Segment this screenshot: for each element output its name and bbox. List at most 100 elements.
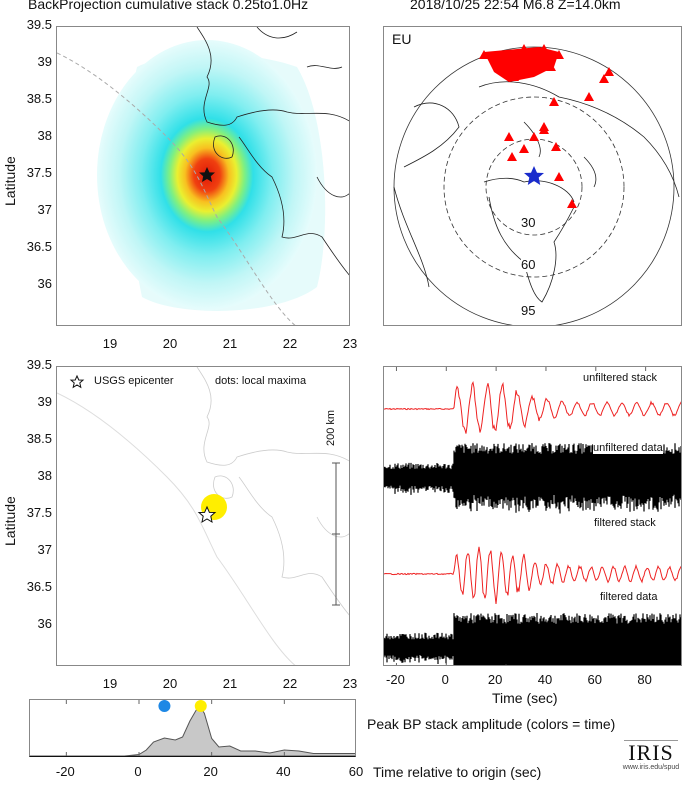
coastline bbox=[196, 27, 349, 276]
epicenter-star-icon bbox=[199, 167, 215, 182]
trace-label-filtered-data: filtered data bbox=[600, 591, 658, 603]
y-tick-label: 36 bbox=[37, 616, 52, 632]
usgs-epicenter-star-icon bbox=[197, 505, 217, 524]
y-tick-label: 37.5 bbox=[26, 505, 52, 521]
y-tick-label: 37.5 bbox=[26, 165, 52, 181]
y-tick-label: 36 bbox=[37, 276, 52, 292]
legend-epicenter-label: USGS epicenter bbox=[94, 375, 174, 387]
x-tick-label: 20 bbox=[162, 336, 178, 351]
station-triangle bbox=[519, 144, 529, 153]
y-tick-label: 37 bbox=[37, 542, 52, 558]
y-tick-label: 38.5 bbox=[26, 91, 52, 107]
stack-trace bbox=[384, 381, 681, 434]
continent-outlines bbox=[393, 81, 680, 303]
y-tick-label: 38 bbox=[37, 128, 52, 144]
stack-trace bbox=[384, 546, 681, 605]
maxima-map-panel: USGS epicenter dots: local maxima 200 km bbox=[56, 366, 350, 666]
y-tick-label: 39.5 bbox=[26, 17, 52, 32]
y-tick-label: 38.5 bbox=[26, 431, 52, 447]
station-triangle bbox=[519, 44, 529, 53]
station-triangle bbox=[509, 72, 519, 81]
x-tick-label: 40 bbox=[537, 672, 553, 687]
iris-logo-text: IRIS bbox=[628, 740, 674, 765]
x-tick-label: -20 bbox=[55, 764, 75, 779]
trace-label-unfiltered-stack: unfiltered stack bbox=[583, 372, 657, 384]
x-tick-label: 23 bbox=[342, 336, 358, 351]
trench-line bbox=[57, 52, 296, 325]
amplitude-title: Peak BP stack amplitude (colors = time) bbox=[367, 716, 616, 732]
waveform-xlabel: Time (sec) bbox=[492, 690, 558, 706]
y-tick-label: 39.5 bbox=[26, 357, 52, 372]
station-markers bbox=[479, 44, 614, 208]
x-tick-label: 60 bbox=[587, 672, 603, 687]
station-triangle bbox=[499, 52, 509, 61]
legend-dots-label: dots: local maxima bbox=[215, 375, 307, 387]
backprojection-title: BackProjection cumulative stack 0.25to1.… bbox=[28, 0, 309, 12]
amplitude-panel bbox=[29, 699, 356, 757]
ring-label-60: 60 bbox=[521, 257, 536, 272]
iris-logo-url: www.iris.edu/spud bbox=[622, 764, 680, 771]
logo-seismogram-line bbox=[624, 740, 678, 741]
data-traces bbox=[384, 443, 681, 514]
trench-line-light bbox=[57, 392, 296, 665]
y-tick-label: 36.5 bbox=[26, 239, 52, 255]
x-tick-label: 0 bbox=[134, 764, 142, 779]
heatmap-ylabel: Latitude bbox=[2, 156, 18, 206]
x-tick-label: 22 bbox=[282, 336, 298, 351]
trace-label-unfiltered-data: unfiltered data bbox=[593, 442, 663, 454]
y-tick-label: 37 bbox=[37, 202, 52, 218]
station-triangle bbox=[604, 67, 614, 76]
station-triangle bbox=[584, 92, 594, 101]
x-tick-label: 19 bbox=[102, 676, 118, 691]
station-triangle bbox=[507, 152, 517, 161]
station-triangle bbox=[554, 50, 564, 59]
amplitude-svg bbox=[30, 700, 355, 756]
x-tick-label: 19 bbox=[102, 336, 118, 351]
station-triangle bbox=[554, 172, 564, 181]
event-title: 2018/10/25 22:54 M6.8 Z=14.0km bbox=[410, 0, 621, 12]
station-map-panel: EU 30 60 95 bbox=[383, 26, 682, 326]
station-triangle bbox=[599, 74, 609, 83]
legend-star-icon bbox=[69, 374, 85, 389]
maxima-ylabel: Latitude bbox=[2, 496, 18, 546]
y-tick-label: 38 bbox=[37, 468, 52, 484]
x-tick-label: 22 bbox=[282, 676, 298, 691]
x-tick-label: 20 bbox=[203, 764, 218, 779]
station-map-svg bbox=[393, 44, 680, 325]
y-tick-label: 36.5 bbox=[26, 579, 52, 595]
x-tick-label: 20 bbox=[162, 676, 178, 691]
station-triangle bbox=[567, 199, 577, 208]
heatmap-svg bbox=[57, 27, 349, 325]
waveform-panel: unfiltered stack unfiltered data filtere… bbox=[383, 366, 682, 666]
x-tick-label: 60 bbox=[348, 764, 364, 779]
station-triangle bbox=[546, 62, 556, 71]
x-tick-label: 21 bbox=[222, 336, 238, 351]
station-triangle bbox=[549, 97, 559, 106]
ring-label-95: 95 bbox=[521, 303, 536, 318]
maxima-marker-dot bbox=[158, 700, 171, 712]
station-triangle bbox=[504, 132, 514, 141]
station-triangle bbox=[551, 142, 561, 151]
y-tick-label: 39 bbox=[37, 394, 52, 410]
station-triangle bbox=[539, 125, 549, 134]
coastline-light bbox=[196, 367, 349, 616]
station-triangle bbox=[529, 132, 539, 141]
station-triangle bbox=[479, 50, 489, 59]
station-triangle bbox=[519, 67, 529, 76]
maxima-map-svg bbox=[57, 367, 349, 665]
trace-label-filtered-stack: filtered stack bbox=[594, 517, 656, 529]
ring-60 bbox=[443, 96, 625, 278]
heatmap-panel bbox=[56, 26, 350, 326]
x-tick-label: 80 bbox=[637, 672, 652, 687]
y-tick-label: 39 bbox=[37, 54, 52, 70]
x-tick-label: 40 bbox=[276, 764, 291, 779]
outer-ring bbox=[393, 46, 675, 325]
iris-logo: IRIS www.iris.edu/spud bbox=[616, 740, 686, 771]
amplitude-xlabel: Time relative to origin (sec) bbox=[373, 764, 542, 780]
station-triangle bbox=[539, 44, 549, 53]
x-tick-label: 21 bbox=[222, 676, 238, 691]
x-tick-label: 20 bbox=[487, 672, 503, 687]
ring-label-30: 30 bbox=[521, 215, 536, 230]
maxima-marker-dot bbox=[194, 700, 207, 712]
region-label: EU bbox=[392, 31, 412, 47]
